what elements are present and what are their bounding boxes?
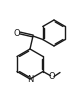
Text: O: O <box>49 72 55 81</box>
Text: O: O <box>13 28 20 37</box>
Text: N: N <box>27 74 33 83</box>
